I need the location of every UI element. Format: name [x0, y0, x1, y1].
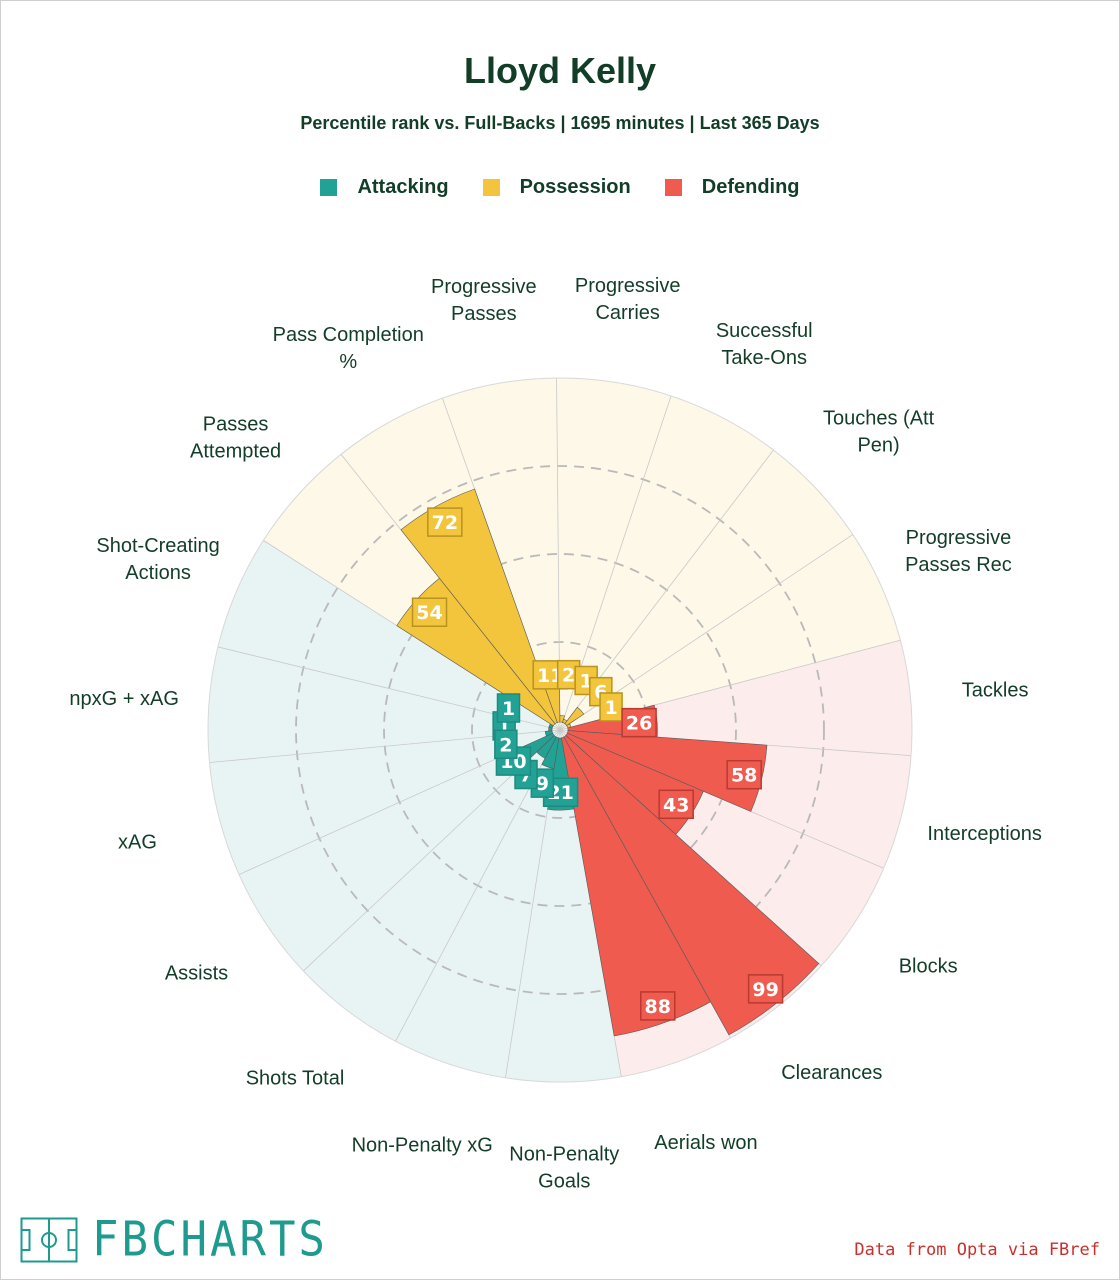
- value-label-clearances: 99: [752, 979, 778, 1001]
- brand-logo: FBCHARTS: [20, 1211, 328, 1268]
- value-label-progressive-passes-rec: 1: [604, 697, 617, 719]
- legend: Attacking Possession Defending: [0, 176, 1120, 199]
- legend-swatch-attacking: [320, 179, 338, 196]
- value-label-aerials-won: 88: [645, 996, 671, 1018]
- grid-ring-2: [383, 553, 737, 907]
- value-label-progressive-carries: 2: [562, 665, 575, 687]
- value-label-passes-attempted: 54: [416, 602, 442, 624]
- legend-label-defending: Defending: [701, 176, 800, 198]
- value-label-pass-completion: 72: [432, 512, 458, 534]
- category-label-progressive-carries: Progressive Carries: [575, 275, 681, 324]
- value-box-passes-attempted: [411, 597, 448, 627]
- value-box-blocks: [658, 789, 694, 820]
- category-label-interceptions: Interceptions: [927, 823, 1042, 845]
- category-label-progressive-passes-rec: Progressive Passes Rec: [905, 527, 1012, 576]
- value-box-progressive-passes-rec: [599, 692, 623, 722]
- legend-item-possession: Possession: [482, 176, 631, 199]
- value-box-pass-completion: [427, 507, 463, 537]
- category-label-blocks: Blocks: [899, 955, 958, 977]
- bar-interceptions: [566, 730, 768, 812]
- category-label-xag: xAG: [118, 831, 157, 853]
- value-label-non-penalty-xg: 9: [536, 773, 549, 795]
- value-label-progressive-passes: 11: [537, 665, 563, 687]
- bar-pass-completion: [400, 488, 558, 725]
- legend-item-defending: Defending: [664, 176, 800, 199]
- value-box-clearances: [747, 974, 784, 1004]
- brand-text: FBCHARTS: [92, 1211, 328, 1268]
- legend-swatch-possession: [482, 179, 500, 196]
- bar-clearances: [563, 734, 820, 1036]
- category-label-tackles: Tackles: [962, 680, 1029, 702]
- bar-aerials-won: [561, 736, 711, 1037]
- value-box-xag: [494, 729, 518, 760]
- chart-subtitle: Percentile rank vs. Full-Backs | 1695 mi…: [300, 113, 820, 133]
- category-label-non-penalty-goals: Non-Penalty Goals: [509, 1143, 619, 1192]
- category-label-aerials-won: Aerials won: [654, 1132, 757, 1154]
- category-label-shot-creating-actions: Shot-Creating Actions: [96, 535, 219, 584]
- legend-label-possession: Possession: [519, 176, 631, 198]
- value-label-shot-creating-actions: 1: [502, 698, 515, 720]
- value-label-tackles: 26: [626, 713, 652, 735]
- outer-ring: [207, 377, 913, 1083]
- legend-item-attacking: Attacking: [320, 176, 449, 199]
- category-label-npxg-xag: npxG + xAG: [69, 688, 179, 710]
- pitch-icon: [20, 1217, 78, 1262]
- category-label-non-penalty-xg: Non-Penalty xG: [352, 1135, 493, 1157]
- value-box-aerials-won: [640, 991, 676, 1021]
- legend-swatch-defending: [664, 179, 682, 196]
- category-label-shots-total: Shots Total: [246, 1067, 345, 1089]
- category-label-pass-completion: Pass Completion%: [273, 324, 424, 373]
- value-box-tackles: [621, 707, 657, 738]
- category-label-progressive-passes: Progressive Passes: [431, 276, 537, 325]
- value-label-interceptions: 58: [731, 765, 757, 787]
- value-box-shot-creating-actions: [496, 693, 521, 723]
- grid-ring-3: [295, 465, 825, 995]
- legend-label-attacking: Attacking: [357, 176, 449, 198]
- category-label-clearances: Clearances: [781, 1062, 882, 1084]
- value-label-blocks: 43: [663, 794, 689, 816]
- value-box-interceptions: [726, 759, 762, 790]
- category-label-touches-att-pen: Touches (Att Pen): [823, 407, 935, 456]
- category-label-assists: Assists: [165, 963, 228, 985]
- bar-xag: [544, 730, 554, 737]
- category-label-successful-take-ons: Successful Take-Ons: [716, 320, 813, 369]
- chart-title: Lloyd Kelly: [463, 50, 657, 91]
- category-label-passes-attempted: Passes Attempted: [190, 414, 281, 463]
- value-label-xag: 2: [499, 734, 512, 756]
- data-credit: Data from Opta via FBref: [854, 1240, 1100, 1260]
